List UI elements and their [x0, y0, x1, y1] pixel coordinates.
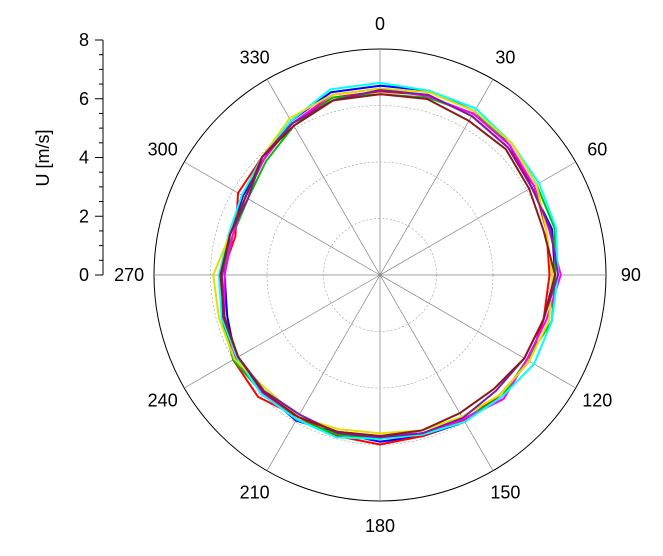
angle-tick-label: 0 — [375, 14, 385, 34]
radial-axis: 0 2 4 6 8 — [79, 30, 104, 285]
angle-tick-label: 180 — [365, 516, 395, 536]
angle-tick-label: 240 — [148, 390, 178, 410]
angle-tick-label: 60 — [587, 140, 607, 160]
radial-tick-label: 8 — [79, 30, 89, 50]
radial-tick-label: 4 — [79, 148, 89, 168]
angle-tick-label: 120 — [582, 390, 612, 410]
angle-tick-labels: 0 30 60 90 120 150 180 210 240 270 300 330 — [114, 14, 641, 536]
spoke-line — [266, 274, 381, 471]
angle-tick-label: 30 — [495, 48, 515, 68]
spoke-line — [184, 161, 381, 276]
radial-tick-label: 0 — [79, 265, 89, 285]
angle-tick-label: 150 — [490, 482, 520, 502]
series-line-8 — [219, 93, 557, 437]
spoke-line — [184, 274, 381, 389]
spoke-line — [379, 161, 576, 276]
angle-tick-label: 90 — [621, 265, 641, 285]
spoke-line — [266, 79, 381, 276]
radial-tick-label: 2 — [79, 206, 89, 226]
series-line-5 — [218, 81, 559, 440]
y-axis-title: U [m/s] — [33, 130, 53, 187]
radial-tick-label: 6 — [79, 89, 89, 109]
angle-tick-label: 330 — [240, 48, 270, 68]
angle-tick-label: 300 — [148, 140, 178, 160]
series-layer — [212, 81, 562, 446]
spoke-line — [379, 274, 576, 389]
spoke-line — [379, 274, 494, 471]
angle-tick-label: 210 — [240, 482, 270, 502]
polar-grid — [153, 48, 607, 502]
angle-tick-label: 270 — [114, 265, 144, 285]
series-line-7 — [220, 89, 559, 439]
